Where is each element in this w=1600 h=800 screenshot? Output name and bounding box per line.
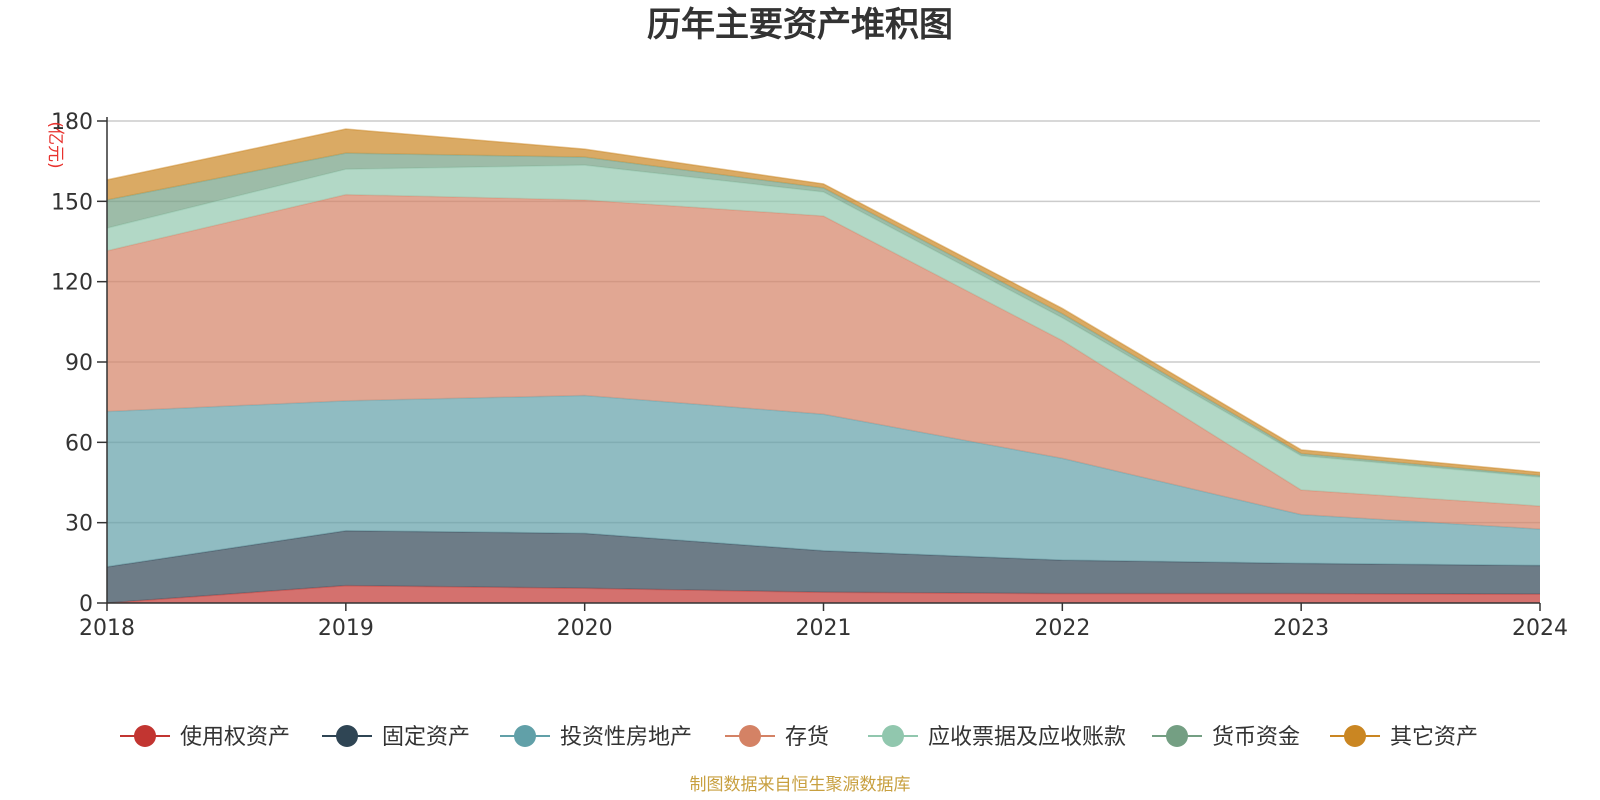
legend-label: 应收票据及应收账款	[928, 725, 1126, 750]
y-tick-label: 30	[65, 512, 93, 537]
y-tick-label: 90	[65, 351, 93, 376]
legend-item[interactable]: 固定资产	[322, 725, 470, 750]
legend-label: 固定资产	[382, 725, 470, 750]
area-series-3	[107, 395, 1540, 567]
x-tick-label: 2021	[796, 616, 852, 641]
legend-label: 其它资产	[1390, 725, 1478, 750]
area-series-1	[107, 585, 1540, 603]
x-tick-label: 2024	[1512, 616, 1568, 641]
legend-label: 投资性房地产	[560, 725, 692, 750]
y-tick-label: 120	[51, 271, 93, 296]
y-unit-label: (亿元)	[45, 121, 65, 168]
x-tick-label: 2020	[557, 616, 613, 641]
legend-item[interactable]: 使用权资产	[120, 725, 290, 750]
legend-item[interactable]: 存货	[725, 725, 829, 750]
data-source-note: 制图数据来自恒生聚源数据库	[690, 775, 911, 795]
legend-marker	[1344, 725, 1366, 747]
area-series-7	[107, 129, 1540, 476]
area-series-5	[107, 165, 1540, 507]
legend-marker	[882, 725, 904, 747]
legend-label: 存货	[785, 725, 829, 750]
legend-item[interactable]: 其它资产	[1330, 725, 1478, 750]
legend-item[interactable]: 投资性房地产	[500, 725, 692, 750]
y-tick-label: 0	[79, 592, 93, 617]
area-series-4	[107, 194, 1540, 530]
area-series-6	[107, 153, 1540, 478]
legend-marker	[336, 725, 358, 747]
legend-marker	[134, 725, 156, 747]
y-tick-label: 150	[51, 190, 93, 215]
legend-item[interactable]: 货币资金	[1152, 725, 1300, 750]
chart-title: 历年主要资产堆积图	[647, 5, 953, 45]
legend: 使用权资产 固定资产 投资性房地产 存货 应收票据及应收账款 货币资金 其它资产	[120, 725, 1478, 750]
series-line-7	[106, 128, 1541, 474]
y-tick-label: 60	[65, 431, 93, 456]
legend-marker	[739, 725, 761, 747]
x-tick-label: 2019	[318, 616, 374, 641]
legend-marker	[1166, 725, 1188, 747]
x-tick-label: 2023	[1273, 616, 1329, 641]
legend-marker	[514, 725, 536, 747]
legend-item[interactable]: 应收票据及应收账款	[868, 725, 1126, 750]
axes: 0 30 60 90 120 150 180 2018 2019 2020 2021 2022 2023…	[51, 110, 1568, 641]
x-tick-label: 2018	[79, 616, 135, 641]
area-series-2	[107, 530, 1540, 603]
y-tick-label: 180	[51, 110, 93, 135]
area-series	[106, 128, 1541, 604]
x-tick-label: 2022	[1034, 616, 1090, 641]
legend-label: 货币资金	[1212, 725, 1300, 750]
legend-label: 使用权资产	[180, 725, 290, 750]
